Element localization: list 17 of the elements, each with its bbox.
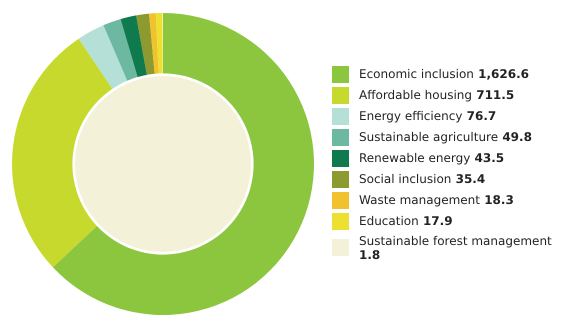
legend-label: Education: [359, 214, 419, 228]
legend-label: Affordable housing: [359, 88, 472, 102]
data-label: 17.9: [422, 214, 453, 228]
legend-label: Energy efficiency: [359, 109, 462, 123]
legend-label: Sustainable agriculture: [359, 130, 498, 144]
data-label: 711.5: [475, 88, 514, 102]
legend-label: Renewable energy: [359, 151, 470, 165]
data-label: 49.8: [501, 130, 532, 144]
data-label: 35.4: [454, 172, 486, 186]
legend-label: Waste management: [359, 193, 480, 207]
data-label: 76.7: [466, 109, 496, 123]
data-label: 43.5: [474, 151, 504, 165]
data-label: 1,626.6: [477, 67, 529, 81]
legend-label: Social inclusion: [359, 172, 452, 186]
data-label: 1.8: [359, 248, 380, 262]
data-label: 18.3: [483, 193, 514, 207]
legend-label: Economic inclusion: [359, 67, 474, 81]
